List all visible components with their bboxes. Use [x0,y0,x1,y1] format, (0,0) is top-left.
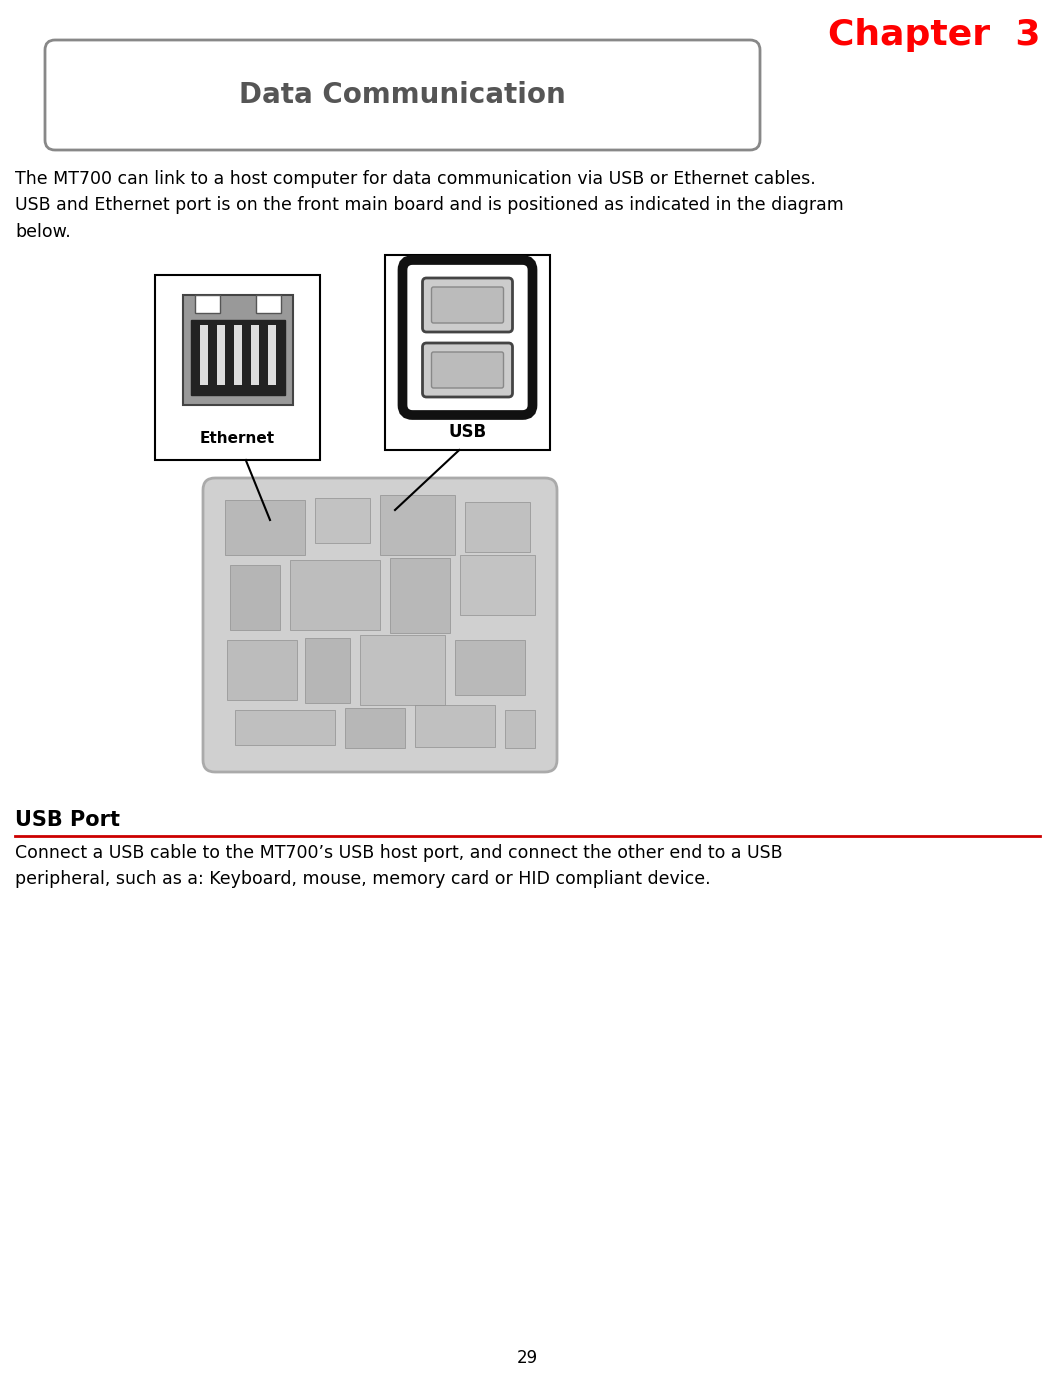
Bar [225,500,305,556]
Bar [255,294,281,312]
Bar [380,495,455,556]
Bar [191,321,285,395]
Text: Connect a USB cable to the MT700’s USB host port, and connect the other end to a: Connect a USB cable to the MT700’s USB h… [15,844,783,889]
Bar [460,556,535,615]
Bar [290,560,380,630]
Text: Ethernet: Ethernet [200,431,275,445]
FancyBboxPatch shape [422,343,513,397]
FancyBboxPatch shape [431,287,503,323]
FancyBboxPatch shape [431,352,503,388]
Bar [465,502,530,551]
Bar [233,325,242,386]
FancyBboxPatch shape [422,278,513,332]
Bar [155,275,320,460]
Text: The MT700 can link to a host computer for data communication via USB or Ethernet: The MT700 can link to a host computer fo… [15,170,844,240]
Bar [305,638,350,703]
FancyBboxPatch shape [403,260,533,415]
Bar [216,325,225,386]
FancyBboxPatch shape [183,294,292,405]
Bar [315,498,370,543]
Bar [235,710,335,745]
Bar [345,708,405,748]
Text: Chapter  3: Chapter 3 [827,18,1040,53]
Bar [415,705,495,748]
Bar [227,640,298,701]
Bar [505,710,535,748]
Bar [250,325,258,386]
FancyBboxPatch shape [203,478,557,773]
Text: Data Communication: Data Communication [239,82,565,109]
Bar [360,634,445,705]
Text: USB Port: USB Port [15,810,120,831]
FancyBboxPatch shape [45,40,760,151]
Bar [194,294,219,312]
Bar [390,558,450,633]
Text: 29: 29 [517,1349,538,1367]
Bar [385,256,550,451]
Text: USB: USB [448,423,486,441]
Bar [268,325,275,386]
Bar [455,640,525,695]
Bar [199,325,208,386]
Bar [230,565,280,630]
